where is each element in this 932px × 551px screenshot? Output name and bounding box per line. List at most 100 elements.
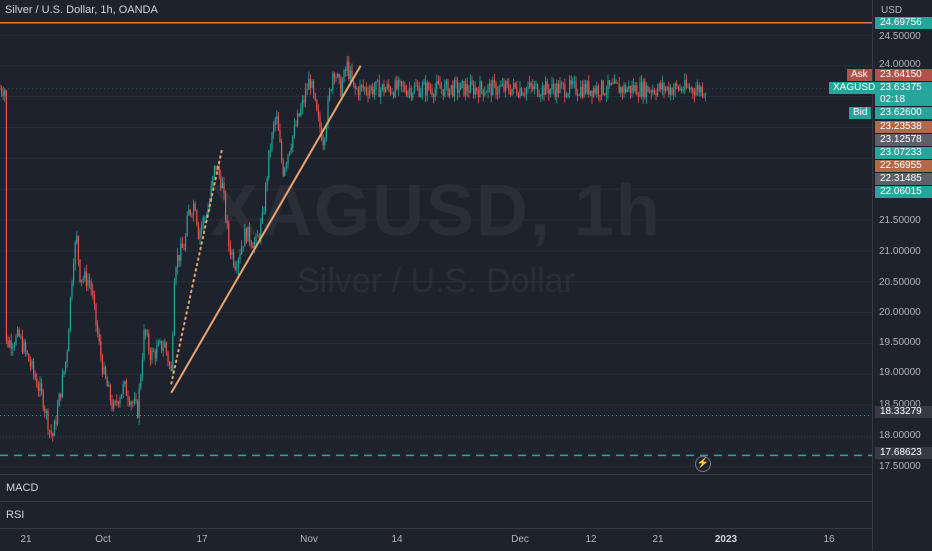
candle-body: [183, 248, 185, 250]
candle-body: [361, 85, 363, 86]
level-label: 22.31485: [875, 173, 932, 185]
rsi-label[interactable]: RSI: [6, 509, 25, 521]
candle-body: [684, 80, 686, 91]
candle-body: [34, 373, 36, 379]
chart-pane[interactable]: XAGUSD, 1h Silver / U.S. Dollar Silver /…: [0, 0, 872, 476]
candle-body: [385, 88, 387, 93]
candle-body: [559, 83, 561, 93]
candle-body: [116, 400, 118, 403]
candle-body: [207, 209, 209, 218]
candle-body: [276, 116, 278, 120]
candle-body: [657, 88, 659, 96]
candle-body: [33, 361, 35, 374]
candle-body: [469, 81, 471, 93]
candle-body: [135, 398, 137, 401]
candle-body: [506, 81, 508, 85]
candle-body: [197, 224, 199, 240]
time-axis[interactable]: 21 Oct 17 Nov 14 Dec 12 21 2023 16: [0, 528, 872, 551]
candle-body: [577, 93, 579, 96]
candle-body: [455, 80, 457, 82]
candle-body: [9, 340, 11, 347]
candle-body: [463, 81, 465, 96]
candle-body: [356, 88, 358, 90]
candle-body: [258, 235, 260, 239]
price-tick: 20.50000: [879, 277, 921, 288]
candle-body: [373, 89, 375, 95]
candle-body: [425, 82, 427, 96]
candle-body: [556, 83, 558, 97]
candle-body: [500, 85, 502, 87]
lightning-bolt-icon[interactable]: ⚡: [695, 456, 711, 472]
time-tick: 12: [585, 534, 597, 545]
price-chart[interactable]: [0, 0, 872, 476]
candle-body: [301, 100, 303, 108]
candle-body: [266, 178, 268, 185]
candle-body: [554, 88, 556, 97]
candle-body: [39, 382, 41, 391]
dashed-level-label: 17.68623: [875, 447, 932, 459]
candle-body: [673, 89, 675, 95]
candle-body: [303, 100, 305, 103]
candle-body: [541, 85, 543, 96]
candle-body: [199, 229, 201, 240]
candle-body: [335, 77, 337, 78]
candle-body: [700, 86, 702, 93]
price-tick: 17.50000: [879, 461, 921, 472]
candle-body: [281, 142, 283, 161]
candle-body: [337, 74, 339, 78]
price-axis[interactable]: USD 24.50000 24.00000 21.50000 21.00000 …: [872, 0, 932, 476]
time-tick: 17: [196, 534, 208, 545]
candle-body: [421, 84, 423, 93]
candle-body: [532, 86, 534, 90]
candle-body: [690, 88, 692, 90]
candle-body: [49, 430, 51, 432]
chart-title[interactable]: Silver / U.S. Dollar, 1h, OANDA: [5, 4, 158, 16]
currency-label[interactable]: USD: [881, 5, 903, 16]
watermark-name: Silver / U.S. Dollar: [297, 262, 575, 300]
candle-body: [431, 89, 433, 95]
candle-body: [97, 324, 99, 335]
candle-body: [629, 85, 631, 93]
candle-body: [25, 342, 27, 351]
candle-body: [151, 350, 153, 360]
candle-body: [386, 84, 388, 89]
candle-body: [84, 271, 86, 279]
candle-body: [588, 81, 590, 95]
candle-body: [74, 242, 76, 265]
candle-body: [429, 89, 431, 91]
macd-panel[interactable]: MACD: [0, 474, 872, 501]
axis-corner: [872, 476, 932, 550]
candle-body: [252, 245, 254, 249]
candle-body: [42, 391, 44, 409]
candle-body: [119, 398, 121, 405]
rsi-panel[interactable]: RSI: [0, 501, 872, 528]
candle-body: [241, 246, 243, 255]
candle-body: [122, 383, 124, 394]
candle-body: [665, 88, 667, 91]
candle-body: [309, 78, 311, 88]
candle-body: [28, 354, 30, 362]
candle-body: [58, 393, 60, 407]
price-tick: 18.50000: [879, 399, 921, 410]
candle-body: [173, 282, 175, 335]
candle-body: [661, 83, 663, 90]
candle-body: [1, 88, 3, 94]
candle-body: [570, 80, 572, 85]
bid-price-label: 23.62600: [875, 107, 932, 119]
candle-body: [317, 110, 319, 116]
macd-label[interactable]: MACD: [6, 482, 39, 494]
candle-body: [18, 329, 20, 337]
candle-body: [596, 86, 598, 94]
candle-body: [503, 83, 505, 91]
candle-body: [295, 124, 297, 126]
candle-body: [306, 89, 308, 91]
candle-body: [73, 264, 75, 284]
candle-body: [674, 83, 676, 90]
candle-body: [609, 80, 611, 86]
candle-body: [551, 83, 553, 89]
candle-body: [413, 85, 415, 93]
candle-body: [164, 342, 166, 348]
candle-body: [365, 87, 367, 93]
candle-body: [354, 85, 356, 89]
candle-body: [148, 333, 150, 351]
